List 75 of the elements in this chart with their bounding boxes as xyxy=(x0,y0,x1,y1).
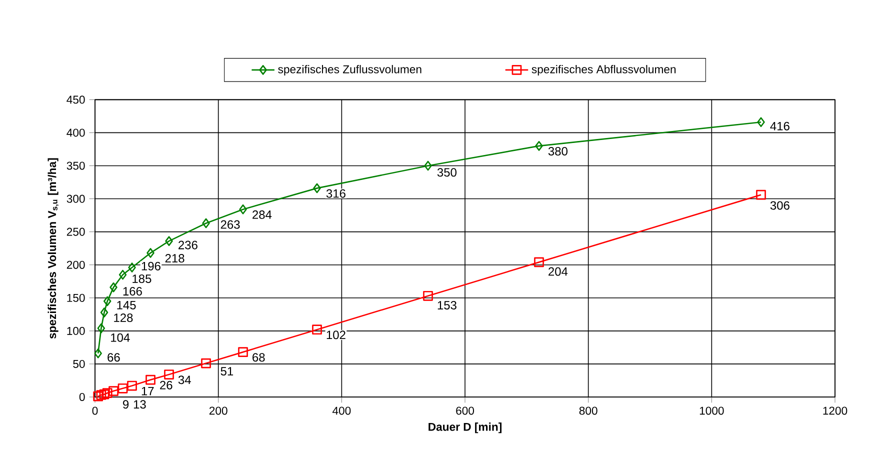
data-label: 166 xyxy=(123,287,142,296)
point xyxy=(165,236,173,246)
point xyxy=(201,358,211,368)
point xyxy=(757,117,765,128)
data-label: 185 xyxy=(132,274,152,284)
point xyxy=(94,348,102,358)
point xyxy=(535,140,543,151)
data-label: 218 xyxy=(165,254,184,263)
data-label: 17 xyxy=(142,386,154,396)
data-label: 284 xyxy=(252,210,272,219)
point xyxy=(100,307,108,318)
data-label: 26 xyxy=(160,380,172,390)
point xyxy=(97,323,106,334)
point xyxy=(127,380,137,391)
x-tick-label: 800 xyxy=(579,406,598,415)
x-tick-label: 400 xyxy=(332,406,351,415)
y-axis-title: spezifisches Volumen V$_{s,u}$ [m³/ha] xyxy=(48,158,59,339)
data-label: 236 xyxy=(178,240,198,250)
point xyxy=(118,270,127,280)
x-tick-label: 0 xyxy=(92,406,98,415)
point xyxy=(202,218,210,228)
point xyxy=(534,257,544,268)
point xyxy=(238,347,248,357)
y-tick-label: 200 xyxy=(66,260,85,269)
y-tick-label: 400 xyxy=(66,128,85,137)
data-label: 263 xyxy=(220,220,240,229)
data-label: 51 xyxy=(220,367,234,376)
data-label: 66 xyxy=(108,353,120,362)
data-label: 204 xyxy=(548,267,568,276)
y-tick-label: 0 xyxy=(79,392,85,401)
y-tick-label: 250 xyxy=(66,228,85,236)
x-axis-title: Dauer D [min] xyxy=(428,422,502,434)
data-label: 316 xyxy=(326,189,346,198)
data-label: 416 xyxy=(770,122,790,130)
data-label: 196 xyxy=(142,262,160,270)
point xyxy=(313,183,321,194)
point xyxy=(93,391,104,402)
y-tick-label: 150 xyxy=(67,294,85,302)
point xyxy=(164,370,174,380)
y-tick-label: 50 xyxy=(73,360,85,368)
y-tick-label: 300 xyxy=(66,194,85,203)
data-label: 9 xyxy=(123,400,129,409)
point xyxy=(108,386,118,396)
y-tick-label: 100 xyxy=(67,326,85,335)
point xyxy=(146,374,156,385)
legend-label: spezifisches Abflussvolumen xyxy=(532,64,676,76)
point xyxy=(423,290,433,301)
data-label: 104 xyxy=(111,333,130,342)
data-label: 68 xyxy=(252,353,265,362)
x-tick-label: 1000 xyxy=(700,406,724,415)
point xyxy=(110,282,118,292)
data-label: 128 xyxy=(114,313,133,322)
x-tick-label: 1200 xyxy=(823,406,848,415)
data-label: 145 xyxy=(117,300,136,310)
point xyxy=(146,248,154,258)
point xyxy=(118,383,128,394)
point xyxy=(424,160,432,171)
point xyxy=(128,262,136,272)
data-label: 34 xyxy=(178,376,191,384)
point xyxy=(103,296,112,306)
data-label: 380 xyxy=(548,146,568,156)
x-tick-label: 200 xyxy=(209,406,228,415)
data-label: 350 xyxy=(437,168,456,177)
y-tick-label: 450 xyxy=(66,96,85,104)
y-tick-label: 350 xyxy=(66,162,85,170)
point xyxy=(312,324,322,335)
data-label: 153 xyxy=(438,300,456,310)
point xyxy=(756,190,766,200)
data-label: 306 xyxy=(770,201,790,210)
point xyxy=(102,388,112,398)
data-label: 13 xyxy=(134,400,146,409)
legend-label: spezifisches Zuflussvolumen xyxy=(278,64,422,76)
point xyxy=(239,204,247,214)
data-label: 102 xyxy=(326,330,346,340)
x-tick-label: 600 xyxy=(456,406,474,415)
